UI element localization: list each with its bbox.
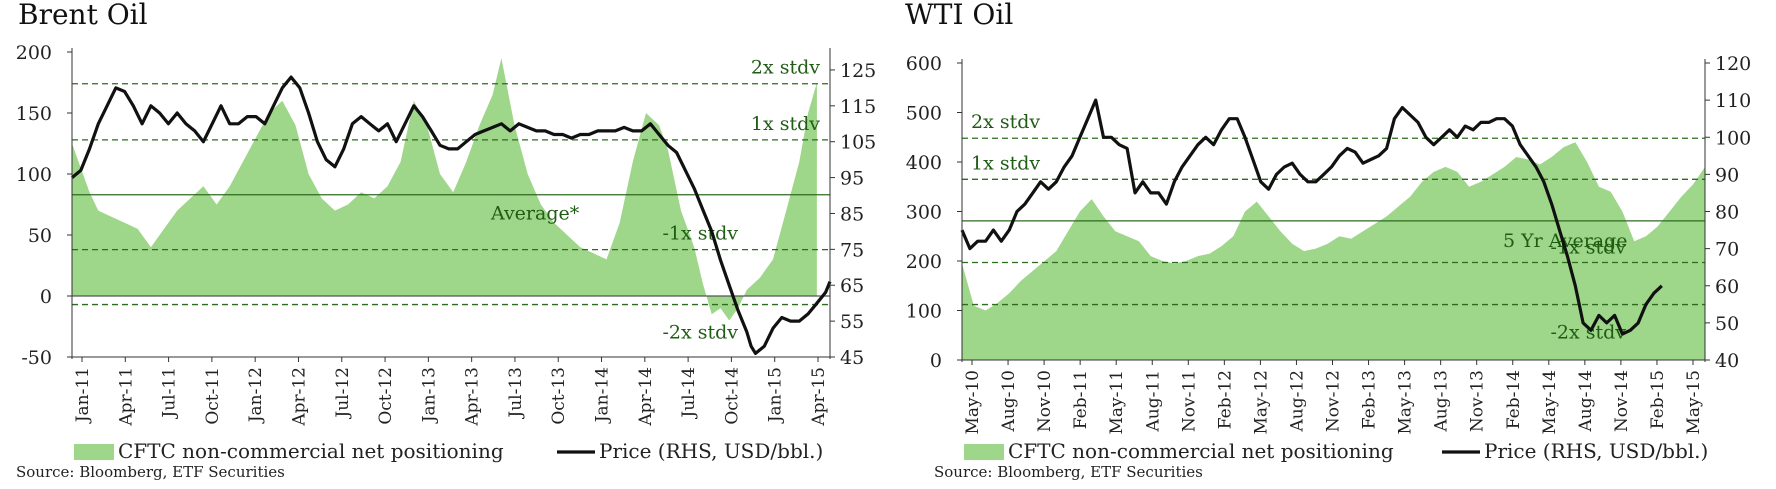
left-tick-label: 200 <box>16 42 52 64</box>
right-tick-label: 110 <box>1715 90 1751 112</box>
x-tick-label: Oct-11 <box>203 367 223 425</box>
right-tick-label: 90 <box>1715 164 1739 186</box>
x-tick-label: Oct-13 <box>549 367 569 425</box>
x-tick-label: Feb-11 <box>1071 370 1091 429</box>
legend-line-label: Price (RHS, USD/bbl.) <box>599 439 823 463</box>
reference-line-label: 2x stdv <box>971 111 1040 133</box>
right-tick-label: 40 <box>1715 350 1739 372</box>
x-tick-label: Jul-13 <box>506 367 526 420</box>
left-tick-label: 100 <box>16 164 52 186</box>
x-tick-label: May-10 <box>963 370 983 435</box>
x-tick-label: Nov-11 <box>1179 370 1199 432</box>
chart-title: Brent Oil <box>18 0 148 31</box>
right-tick-label: 120 <box>1715 53 1751 75</box>
x-tick-label: Jan-14 <box>593 367 613 424</box>
left-tick-label: 600 <box>906 53 942 75</box>
right-tick-label: 125 <box>840 60 876 82</box>
chart-title: WTI Oil <box>905 0 1013 31</box>
x-tick-label: Feb-14 <box>1504 370 1524 429</box>
charts-canvas: Brent Oil 2x stdv 1x stdv Average* -1x stdv -… <box>0 0 1776 489</box>
right-tick-label: 100 <box>1715 127 1751 149</box>
x-tick-label: Aug-12 <box>1287 370 1307 432</box>
x-tick-label: Apr-11 <box>116 367 136 427</box>
right-tick-label: 45 <box>840 347 864 369</box>
x-tick-label: Oct-12 <box>376 367 396 425</box>
right-tick-label: 75 <box>840 239 864 261</box>
x-tick-label: Apr-12 <box>289 367 309 427</box>
right-tick-label: 60 <box>1715 276 1739 298</box>
x-tick-label: Apr-15 <box>809 367 829 427</box>
right-tick-label: 70 <box>1715 239 1739 261</box>
left-tick-label: 50 <box>28 225 52 247</box>
x-tick-label: Feb-12 <box>1215 370 1235 429</box>
left-tick-label: 300 <box>906 202 942 224</box>
reference-line-label: 1x stdv <box>971 152 1040 174</box>
x-tick-label: Aug-13 <box>1432 370 1452 432</box>
left-tick-label: -50 <box>21 347 52 369</box>
x-tick-label: Nov-12 <box>1324 370 1344 432</box>
right-tick-label: 95 <box>840 168 864 190</box>
x-tick-label: Jan-12 <box>246 367 266 424</box>
x-tick-label: Jan-11 <box>73 367 93 424</box>
source-note: Source: Bloomberg, ETF Securities <box>16 463 285 481</box>
reference-line-label: Average* <box>490 203 580 225</box>
x-tick-label: May-15 <box>1684 370 1704 435</box>
right-tick-label: 65 <box>840 275 864 297</box>
left-tick-label: 0 <box>930 350 942 372</box>
x-tick-label: Nov-13 <box>1468 370 1488 432</box>
legend-area-label: CFTC non-commercial net positioning <box>1008 439 1394 463</box>
legend-area-swatch <box>964 444 1004 460</box>
reference-line-label: -2x stdv <box>662 322 738 344</box>
x-tick-label: Apr-13 <box>463 367 483 427</box>
legend-area-label: CFTC non-commercial net positioning <box>118 439 504 463</box>
reference-line-label: -2x stdv <box>1550 322 1626 344</box>
right-tick-label: 50 <box>1715 313 1739 335</box>
net-positioning-area <box>72 58 817 320</box>
left-tick-label: 0 <box>40 286 52 308</box>
x-tick-label: Jul-11 <box>160 367 180 420</box>
source-note: Source: Bloomberg, ETF Securities <box>934 463 1203 481</box>
x-tick-label: Jan-13 <box>419 367 439 424</box>
left-tick-label: 500 <box>906 103 942 125</box>
x-tick-label: Aug-11 <box>1143 370 1163 432</box>
x-tick-label: Oct-14 <box>722 367 742 425</box>
x-tick-label: Feb-15 <box>1648 370 1668 429</box>
x-tick-label: Apr-14 <box>636 367 656 427</box>
right-tick-label: 55 <box>840 311 864 333</box>
x-tick-label: Nov-10 <box>1035 370 1055 432</box>
left-tick-label: 400 <box>906 152 942 174</box>
reference-line-label: 2x stdv <box>751 57 820 79</box>
left-tick-label: 100 <box>906 301 942 323</box>
x-tick-label: May-11 <box>1107 370 1127 435</box>
x-tick-label: Nov-14 <box>1612 370 1632 432</box>
x-tick-label: Aug-14 <box>1576 370 1596 432</box>
x-tick-label: May-14 <box>1540 370 1560 435</box>
chart-brent: Brent Oil 2x stdv 1x stdv Average* -1x stdv -… <box>16 0 877 481</box>
left-tick-label: 200 <box>906 251 942 273</box>
left-tick-label: 150 <box>16 103 52 125</box>
x-tick-label: Jan-15 <box>766 367 786 424</box>
legend-area-swatch <box>74 444 114 460</box>
x-tick-label: Jul-12 <box>333 367 353 420</box>
right-tick-label: 115 <box>840 96 876 118</box>
x-tick-label: May-12 <box>1251 370 1271 435</box>
right-tick-label: 80 <box>1715 202 1739 224</box>
legend-line-label: Price (RHS, USD/bbl.) <box>1484 439 1708 463</box>
right-tick-label: 105 <box>840 132 876 154</box>
right-tick-label: 85 <box>840 203 864 225</box>
x-tick-label: Aug-10 <box>999 370 1019 432</box>
x-tick-label: Feb-13 <box>1360 370 1380 429</box>
reference-line-label: -1x stdv <box>662 223 738 245</box>
x-tick-label: May-13 <box>1396 370 1416 435</box>
reference-line-label: 1x stdv <box>751 113 820 135</box>
x-tick-label: Jul-14 <box>679 367 699 420</box>
